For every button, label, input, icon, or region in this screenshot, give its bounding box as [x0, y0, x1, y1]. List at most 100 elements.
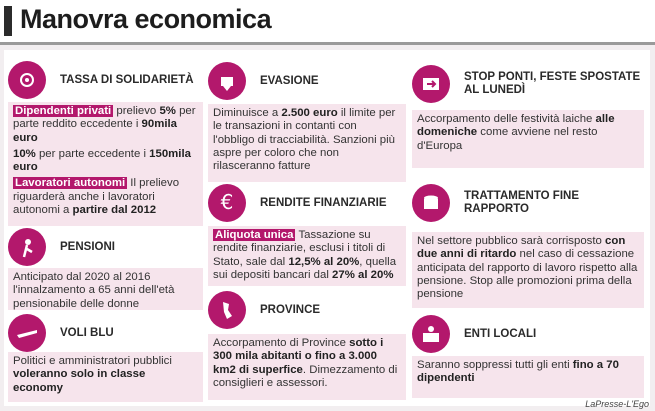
text: Accorpamento di Province	[213, 337, 350, 349]
section: PROVINCE Accorpamento di Province sotto i…	[208, 286, 406, 400]
text: Tassazione su rendite finanziarie, esclu…	[213, 229, 386, 268]
section-body: Aliquota unica Tassazione su rendite fin…	[208, 226, 406, 286]
section-head: STOP PONTI, FESTE SPOSTATE AL LUNEDÌ	[412, 58, 644, 110]
section: PENSIONI Anticipato dal 2020 al 2016 l'in…	[8, 226, 203, 310]
highlight-text: Lavoratori autonomi	[13, 177, 128, 190]
section: TASSA DI SOLIDARIETÀ Dipendenti privati p…	[8, 58, 203, 226]
icon-glyph	[22, 239, 33, 258]
section-body: Accorpamento delle festività laiche alle…	[412, 110, 644, 168]
section: ENTI LOCALI Saranno soppressi tutti gli e…	[412, 312, 644, 398]
icon-glyph	[423, 78, 439, 90]
icon-glyph	[221, 77, 233, 91]
paragraph: Aliquota unica Tassazione su rendite fin…	[213, 229, 401, 282]
section-head: PENSIONI	[8, 226, 203, 268]
section-body: Anticipato dal 2020 al 2016 l'innalzamen…	[8, 268, 203, 310]
paragraph: Dipendenti privati prelievo 5% per parte…	[13, 105, 198, 145]
text: Saranno soppressi tutti gli enti	[417, 359, 573, 371]
section-body: Dipendenti privati prelievo 5% per parte…	[8, 102, 203, 226]
section-head: ENTI LOCALI	[412, 312, 644, 356]
text: Accorpamento delle festività laiche	[417, 113, 596, 125]
paragraph: Nel settore pubblico sarà corrisposto co…	[417, 235, 639, 301]
icon	[412, 184, 450, 222]
highlight-text: Dipendenti privati	[13, 105, 114, 117]
paragraph: 10% per parte eccedente i 150mila euro	[13, 148, 198, 175]
icon	[412, 65, 450, 103]
icon-glyph	[423, 326, 439, 342]
section-head: PROVINCE	[208, 286, 406, 334]
section-title: VOLI BLU	[60, 326, 114, 339]
credit: LaPresse-L'Ego	[585, 399, 649, 409]
bold-text: alle domeniche	[417, 113, 615, 139]
paragraph: Accorpamento di Province sotto i 300 mil…	[213, 337, 401, 390]
text: Il prelievo riguarderà anche i lavorator…	[13, 177, 180, 217]
paragraph: Saranno soppressi tutti gli enti fino a …	[417, 359, 639, 386]
section: EVASIONE Diminuisce a 2.500 euro il limit…	[208, 58, 406, 182]
icon	[8, 228, 46, 266]
text: nel caso di cessazione anticipata del ra…	[417, 248, 638, 301]
section-head: EVASIONE	[208, 58, 406, 104]
section-body: Accorpamento di Province sotto i 300 mil…	[208, 334, 406, 400]
icon-glyph: €	[221, 191, 234, 214]
text: Politici e amministratori pubblici	[13, 355, 172, 367]
paragraph: Diminuisce a 2.500 euro il limite per le…	[213, 107, 401, 173]
icon: €	[208, 184, 246, 222]
text: prelievo	[113, 105, 160, 117]
section-body: Diminuisce a 2.500 euro il limite per le…	[208, 104, 406, 182]
icon	[8, 314, 46, 352]
header: Manovra economica	[0, 0, 655, 45]
header-bar	[4, 6, 12, 36]
icon-glyph	[17, 330, 37, 338]
text: . Dimezzamento di consiglieri e assessor…	[213, 363, 398, 389]
bold-text: 27% al 20%	[332, 268, 394, 281]
bold-text: con due anni di ritardo	[417, 235, 626, 261]
section-title: EVASIONE	[260, 74, 319, 87]
icon	[8, 61, 46, 99]
section: VOLI BLU Politici e amministratori pubbli…	[8, 314, 203, 402]
bold-text: voleranno solo in classe economy	[13, 368, 146, 394]
section: TRATTAMENTO FINE RAPPORTO Nel settore pub…	[412, 174, 644, 308]
bold-text: 5%	[159, 105, 176, 117]
panel: TASSA DI SOLIDARIETÀ Dipendenti privati p…	[4, 50, 650, 406]
text: il limite per le transazioni in contanti…	[213, 107, 396, 173]
section-title: RENDITE FINANZIARIE	[260, 196, 387, 209]
bold-text: 150mila euro	[13, 147, 191, 174]
section-head: € RENDITE FINANZIARIE	[208, 180, 406, 226]
section-body: Nel settore pubblico sarà corrisposto co…	[412, 232, 644, 308]
text: Diminuisce a	[213, 107, 282, 119]
bold-text: fino a 70 dipendenti	[417, 359, 619, 385]
title: Manovra economica	[20, 4, 272, 34]
section: € RENDITE FINANZIARIE Aliquota unica Tassa…	[208, 180, 406, 286]
paragraph: Accorpamento delle festività laiche alle…	[417, 113, 639, 153]
section-title: PROVINCE	[260, 303, 321, 316]
text: per parte reddito eccedente i	[13, 105, 196, 131]
section-title: TASSA DI SOLIDARIETÀ	[60, 73, 194, 86]
section-head: TASSA DI SOLIDARIETÀ	[8, 58, 203, 102]
section-head: TRATTAMENTO FINE RAPPORTO	[412, 174, 644, 232]
paragraph: Anticipato dal 2020 al 2016 l'innalzamen…	[13, 271, 198, 311]
icon-glyph	[20, 73, 34, 87]
icon-glyph	[424, 195, 438, 209]
text: Anticipato dal 2020 al 2016 l'innalzamen…	[13, 271, 175, 310]
svg-text:€: €	[221, 191, 234, 214]
section-title: TRATTAMENTO FINE RAPPORTO	[464, 190, 579, 215]
section-head: VOLI BLU	[8, 314, 203, 352]
text: Nel settore pubblico sarà corrisposto	[417, 235, 606, 247]
section-body: Politici e amministratori pubblici voler…	[8, 352, 203, 402]
icon	[412, 315, 450, 353]
highlight-text: Aliquota unica	[213, 229, 296, 241]
text: , quella sui depositi bancari dal	[213, 255, 397, 281]
section: STOP PONTI, FESTE SPOSTATE AL LUNEDÌ Acco…	[412, 58, 644, 168]
bold-text: sotto i 300 mila abitanti o fino a 3.000…	[213, 337, 384, 376]
paragraph: Lavoratori autonomi Il prelievo riguarde…	[13, 177, 198, 217]
section-title: PENSIONI	[60, 240, 115, 253]
text: per parte eccedente i	[35, 147, 150, 160]
bold-text: 12,5% al 20%	[288, 255, 360, 268]
icon-glyph	[223, 302, 232, 319]
icon	[208, 62, 246, 100]
icon	[208, 291, 246, 329]
bold-text: 10%	[13, 147, 36, 160]
bold-text: 2.500 euro	[281, 107, 338, 119]
bold-text: partire dal 2012	[72, 204, 157, 217]
